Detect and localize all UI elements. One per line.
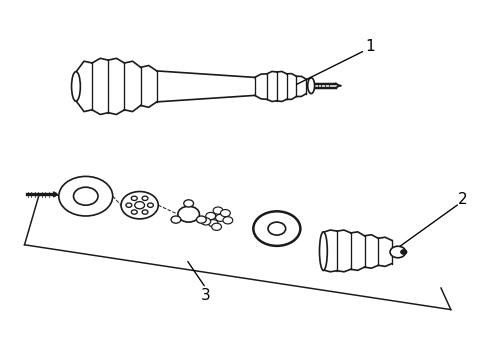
Circle shape (121, 192, 158, 219)
Circle shape (268, 222, 286, 235)
Circle shape (390, 246, 406, 258)
Circle shape (178, 206, 199, 222)
Circle shape (220, 210, 230, 217)
Circle shape (142, 210, 148, 214)
Circle shape (206, 212, 216, 220)
Circle shape (223, 217, 233, 224)
Circle shape (74, 187, 98, 205)
Ellipse shape (72, 72, 80, 101)
Circle shape (201, 218, 211, 225)
Text: 2: 2 (458, 192, 468, 207)
Circle shape (126, 203, 132, 207)
Circle shape (131, 196, 137, 201)
Circle shape (196, 216, 206, 223)
Ellipse shape (319, 232, 327, 270)
Circle shape (401, 250, 407, 254)
Circle shape (216, 214, 225, 221)
Circle shape (208, 220, 218, 227)
Circle shape (171, 216, 181, 223)
Circle shape (135, 202, 145, 209)
Circle shape (147, 203, 153, 207)
Text: 1: 1 (365, 39, 375, 54)
Circle shape (253, 211, 300, 246)
Circle shape (131, 210, 137, 214)
Circle shape (142, 196, 148, 201)
Circle shape (212, 223, 221, 230)
Circle shape (213, 207, 223, 214)
Text: 3: 3 (201, 288, 211, 303)
Ellipse shape (308, 78, 315, 94)
Circle shape (59, 176, 113, 216)
Circle shape (184, 200, 194, 207)
